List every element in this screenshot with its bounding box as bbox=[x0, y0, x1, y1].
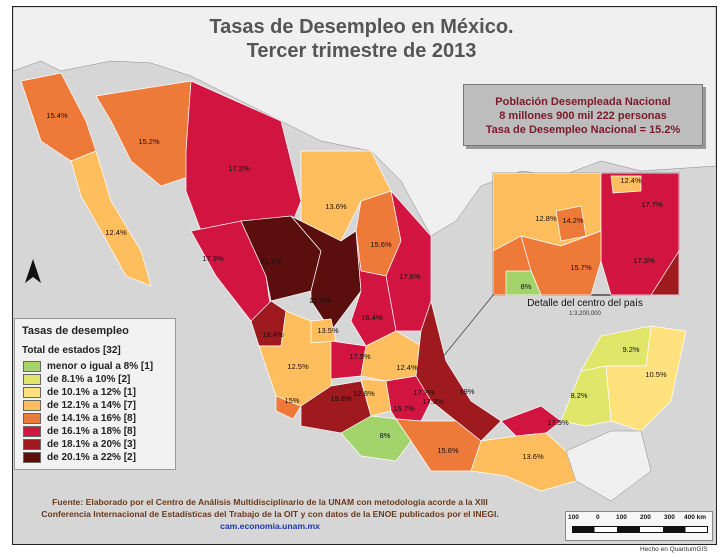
state-labels: 15.4% 15.2% 17.2% 12.4% 13.6% 15.6% 17.6% 21.1%… bbox=[46, 111, 667, 461]
state-tabasco bbox=[500, 405, 562, 437]
legend-label: de 12.1% a 14% [7] bbox=[47, 400, 136, 411]
state-label: 16.4% bbox=[361, 313, 383, 322]
detail-inset bbox=[492, 172, 680, 296]
legend-swatch bbox=[23, 400, 41, 411]
scale-bar: 100 0 100 200 300 400 km bbox=[565, 511, 713, 541]
state-label: 13.5% bbox=[317, 326, 339, 335]
scale-label: 200 bbox=[640, 514, 651, 521]
state-label: 19.8% bbox=[330, 394, 352, 403]
state-sonora bbox=[95, 80, 192, 187]
state-yucatan bbox=[580, 325, 652, 372]
legend-swatch bbox=[23, 426, 41, 437]
legend-swatch bbox=[23, 439, 41, 450]
legend-swatch bbox=[23, 413, 41, 424]
detail-state-label: 14.2% bbox=[562, 216, 584, 225]
state-label: 12.8% bbox=[353, 389, 375, 398]
legend-label: menor o igual a 8% [1] bbox=[47, 361, 154, 372]
detail-state-label: 12.8% bbox=[535, 214, 557, 223]
north-arrow-icon bbox=[25, 259, 41, 283]
footer-line-1: Fuente: Elaborado por el Centro de Análi… bbox=[52, 497, 488, 507]
legend-swatch bbox=[23, 452, 41, 463]
legend-label: de 16.1% a 18% [8] bbox=[47, 426, 136, 437]
legend-label: de 20.1% a 22% [2] bbox=[47, 452, 136, 463]
state-label: 12.5% bbox=[287, 362, 309, 371]
map-canvas: 15.4% 15.2% 17.2% 12.4% 13.6% 15.6% 17.6% 21.1%… bbox=[13, 7, 716, 502]
detail-scale: 1:3,200,000 bbox=[569, 311, 601, 317]
usa-land bbox=[13, 7, 716, 237]
state-label: 9.2% bbox=[622, 345, 639, 354]
state-label: 21.5% bbox=[309, 296, 331, 305]
legend-title: Tasas de desempleo bbox=[22, 325, 129, 337]
national-stats-box: Población Desempleada Nacional 8 millone… bbox=[463, 84, 703, 146]
stats-heading: Población Desempleada Nacional bbox=[495, 96, 671, 108]
state-label: 8% bbox=[380, 431, 391, 440]
state-label: 15.6% bbox=[437, 446, 459, 455]
credit-text: Hecho en QuantumGIS bbox=[640, 546, 708, 553]
state-label: 18.4% bbox=[262, 330, 284, 339]
detail-state-label: 12.4% bbox=[620, 176, 642, 185]
scale-label: 400 km bbox=[684, 514, 707, 521]
detail-state-label: 17.7% bbox=[641, 200, 663, 209]
map-subtitle: Tercer trimestre de 2013 bbox=[246, 40, 477, 62]
state-quintana-roo bbox=[605, 325, 687, 432]
scale-bar-segments bbox=[572, 526, 708, 533]
state-label: 10.5% bbox=[645, 370, 667, 379]
state-label: 15% bbox=[284, 396, 299, 405]
state-label: 15.4% bbox=[46, 111, 68, 120]
scale-label: 100 bbox=[568, 514, 579, 521]
legend-label: de 10.1% a 12% [1] bbox=[47, 387, 136, 398]
state-label: 17.9% bbox=[547, 418, 569, 427]
state-label: 19% bbox=[459, 387, 474, 396]
footer-url-link[interactable]: cam.economia.unam.mx bbox=[220, 521, 320, 531]
scale-label: 300 bbox=[664, 514, 675, 521]
legend-subtitle: Total de estados [32] bbox=[22, 345, 121, 356]
detail-state-label: 8% bbox=[521, 282, 532, 291]
state-label: 8.2% bbox=[570, 391, 587, 400]
state-baja-california-sur bbox=[70, 150, 152, 287]
scale-label: 100 bbox=[616, 514, 627, 521]
state-label: 17.9% bbox=[202, 254, 224, 263]
state-label: 17.7% bbox=[413, 388, 435, 397]
legend-label: de 18.1% a 20% [3] bbox=[47, 439, 136, 450]
state-label: 13.6% bbox=[522, 452, 544, 461]
detail-labels: 12.4% 17.7% 12.8% 14.2% 15.7% 17.3% 8% bbox=[521, 176, 663, 291]
stats-rate: Tasa de Desempleo Nacional = 15.2% bbox=[485, 124, 681, 136]
detail-state-label: 15.7% bbox=[570, 263, 592, 272]
state-colima bbox=[275, 395, 302, 420]
state-coahuila bbox=[300, 150, 392, 242]
footer: Fuente: Elaborado por el Centro de Análi… bbox=[30, 496, 510, 532]
state-label: 15.7% bbox=[393, 404, 415, 413]
state-chiapas bbox=[470, 432, 577, 492]
legend-label: de 14.1% a 16% [8] bbox=[47, 413, 136, 424]
legend-label: de 8.1% a 10% [2] bbox=[47, 374, 131, 385]
state-label: 17.2% bbox=[228, 164, 250, 173]
state-veracruz bbox=[415, 299, 502, 442]
detail-state-label: 17.3% bbox=[633, 256, 655, 265]
stats-people: 8 millones 900 mil 222 personas bbox=[499, 110, 667, 122]
scale-label: 0 bbox=[596, 514, 600, 521]
legend-swatch bbox=[23, 361, 41, 372]
map-title: Tasas de Desempleo en México. bbox=[209, 16, 514, 38]
state-tamaulipas bbox=[385, 189, 432, 332]
state-label: 15.6% bbox=[370, 240, 392, 249]
legend: Tasas de desempleo Total de estados [32]… bbox=[14, 318, 176, 470]
state-label: 15.2% bbox=[138, 137, 160, 146]
footer-line-2: Conferencia Internacional de Estadística… bbox=[41, 509, 499, 519]
state-label: 12.4% bbox=[105, 228, 127, 237]
detail-connector bbox=[441, 293, 495, 359]
state-label: 21.1% bbox=[260, 257, 282, 266]
state-label: 17.3% bbox=[422, 397, 444, 406]
state-label: 17.6% bbox=[399, 272, 421, 281]
legend-swatch bbox=[23, 387, 41, 398]
legend-swatch bbox=[23, 374, 41, 385]
state-label: 17.5% bbox=[349, 352, 371, 361]
guatemala-land bbox=[565, 430, 652, 502]
state-label: 12.4% bbox=[396, 363, 418, 372]
state-label: 13.6% bbox=[325, 202, 347, 211]
detail-title: Detalle del centro del país bbox=[527, 298, 643, 309]
